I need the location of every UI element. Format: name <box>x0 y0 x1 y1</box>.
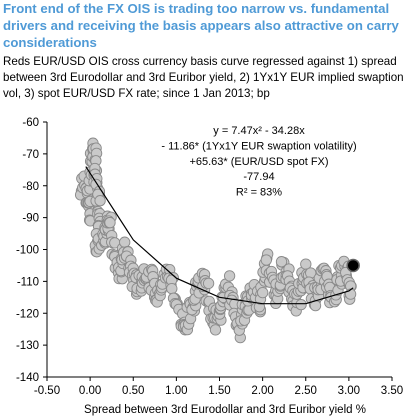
data-point <box>94 195 106 207</box>
y-tick-label: -70 <box>22 149 39 161</box>
equation-line: R² = 83% <box>236 187 282 199</box>
x-tick-label: 1.00 <box>165 385 187 397</box>
y-tick-label: -130 <box>16 340 39 352</box>
y-tick-label: -120 <box>16 308 39 320</box>
chart-title: Front end of the FX OIS is trading too n… <box>3 1 399 50</box>
data-point <box>104 216 116 229</box>
y-tick-label: -110 <box>17 276 39 288</box>
equation-line: -77.94 <box>243 171 274 183</box>
chart-subtitle: Reds EUR/USD OIS cross currency basis cu… <box>3 55 404 100</box>
latest-point <box>346 258 360 273</box>
x-tick-label: 2.00 <box>251 385 273 397</box>
data-point <box>257 286 269 299</box>
data-point <box>202 277 215 290</box>
x-tick-label: 3.50 <box>381 385 403 397</box>
equation-line: +65.63* (EUR/USD spot FX) <box>189 156 328 168</box>
data-point <box>260 254 272 266</box>
x-tick-label: 1.50 <box>208 385 230 397</box>
data-point <box>166 282 178 295</box>
x-axis-label: Spread between 3rd Eurodollar and 3rd Eu… <box>84 404 366 416</box>
data-point <box>209 324 222 336</box>
y-tick-label: -80 <box>22 181 39 193</box>
y-tick-label: -60 <box>22 117 39 129</box>
fit-curve <box>85 166 354 305</box>
x-tick-label: -0.50 <box>34 385 60 397</box>
equation-line: - 11.86* (1Yx1Y EUR swaption volatility) <box>161 140 356 152</box>
equation-line: y = 7.47x² - 34.28x <box>213 125 305 137</box>
x-tick-label: 0.50 <box>122 385 144 397</box>
data-point <box>119 236 131 248</box>
data-point <box>275 256 288 268</box>
y-tick-label: -140 <box>16 372 39 384</box>
data-point <box>295 298 307 311</box>
y-tick-label: -90 <box>22 213 39 225</box>
x-tick-label: 2.50 <box>295 385 317 397</box>
x-tick-label: 3.00 <box>338 385 360 397</box>
y-tick-label: -100 <box>16 245 39 257</box>
data-point <box>344 288 357 300</box>
data-point <box>223 270 236 282</box>
x-tick-label: 0.00 <box>79 385 101 397</box>
